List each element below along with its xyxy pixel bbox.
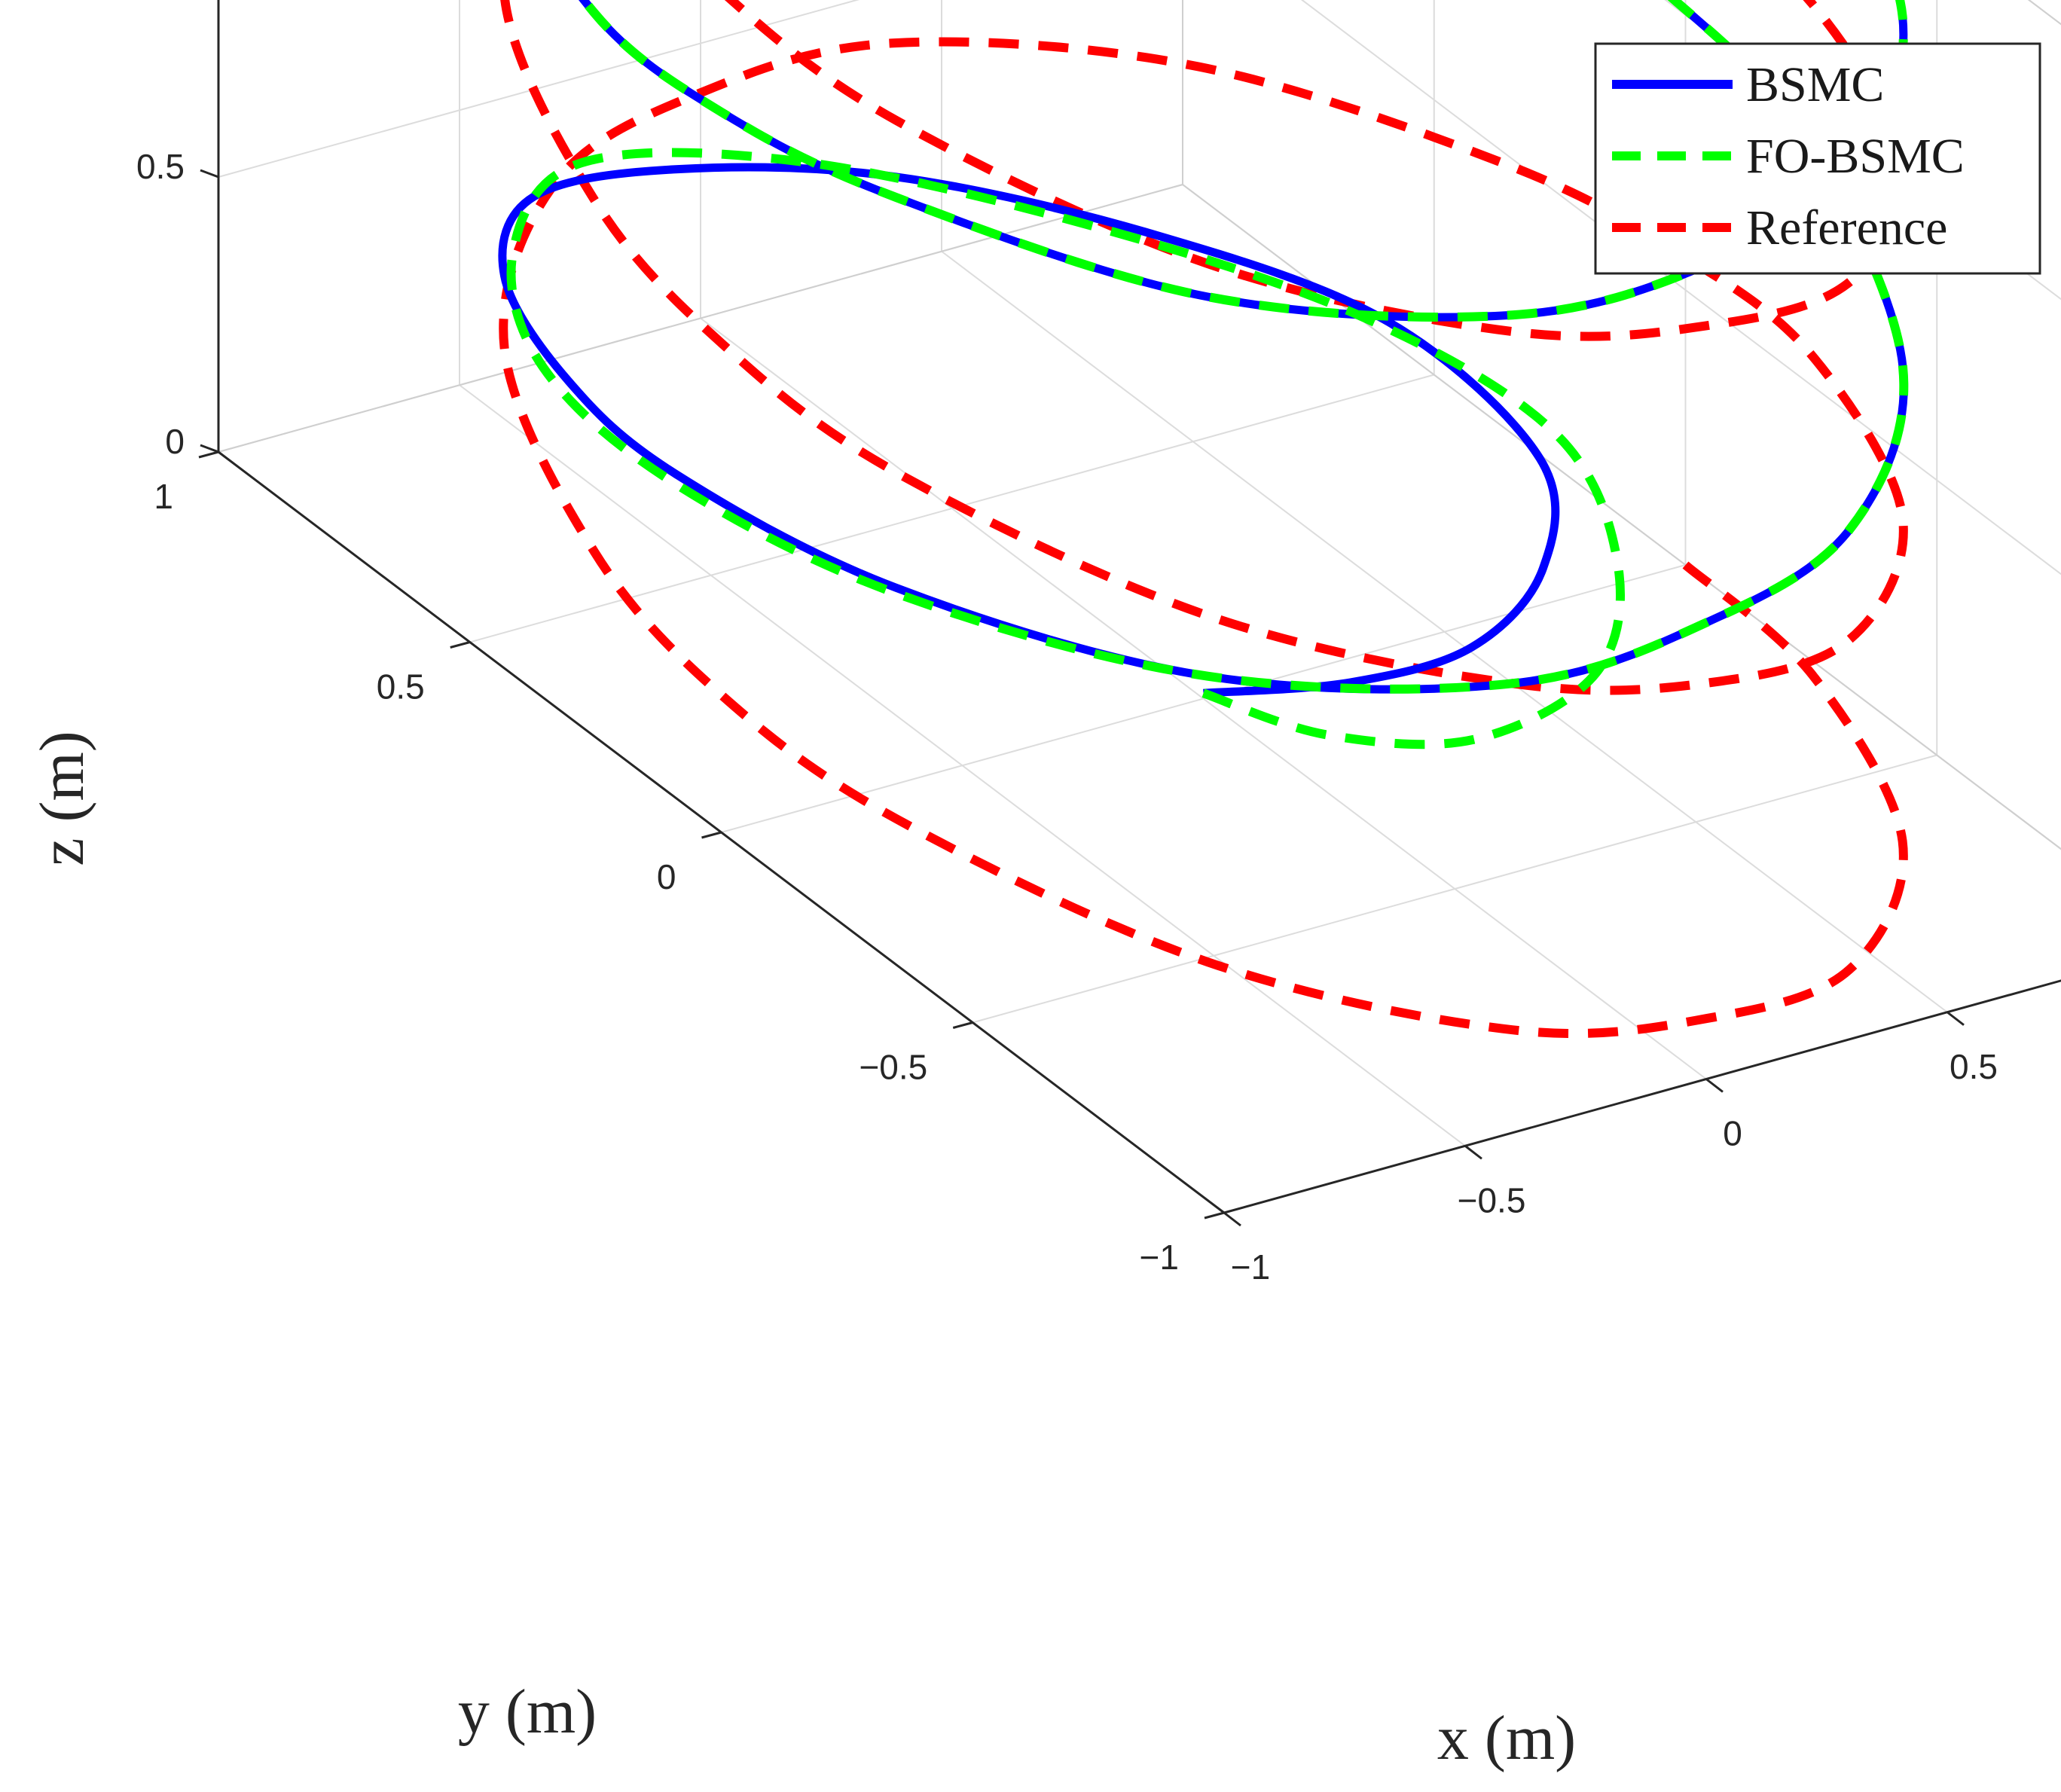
z-tick-mark — [200, 169, 219, 179]
y-tick-label: −0.5 — [859, 1048, 927, 1087]
y-tick-mark — [952, 1021, 973, 1029]
x-axis-title: x (m) — [1437, 1703, 1576, 1773]
x-tick-mark — [1464, 1145, 1482, 1160]
y-tick-label: 1 — [154, 477, 173, 516]
y-tick-mark — [701, 831, 722, 839]
series-line-reference — [499, 0, 1908, 1038]
z-tick-mark — [200, 444, 219, 453]
z-axis-title: z (m) — [27, 731, 97, 866]
axes — [198, 0, 2061, 1227]
legend: BSMC FO-BSMC Reference — [1594, 42, 2041, 275]
y-tick-mark — [198, 450, 219, 459]
x-tick-label: −1 — [1231, 1247, 1270, 1287]
y-axis-title: y (m) — [458, 1677, 597, 1747]
y-tick-label: 0 — [657, 857, 676, 896]
legend-label-bsmc: BSMC — [1746, 57, 1884, 112]
x-tick-label: −0.5 — [1458, 1180, 1526, 1220]
x-tick-mark — [1705, 1078, 1724, 1093]
z-tick-label: 0.5 — [136, 147, 185, 186]
grid-line-backwall-z — [218, 0, 860, 178]
y-tick-mark — [1204, 1211, 1225, 1220]
pane-edge — [218, 184, 1183, 453]
grid-line-floor-y — [721, 564, 1686, 833]
legend-label-reference: Reference — [1746, 200, 1947, 255]
grid-line-floor-y — [972, 754, 1937, 1024]
x-tick-mark — [1946, 1011, 1965, 1026]
y-tick-mark — [450, 641, 471, 649]
series-line-fo-bsmc — [506, 0, 1909, 749]
x-tick-label: 0.5 — [1950, 1047, 1998, 1086]
x-tick-mark — [1223, 1211, 1241, 1227]
z-tick-label: 0 — [165, 422, 185, 461]
x-tick-label: 0 — [1723, 1114, 1742, 1153]
grid-line-sidewall-z — [1300, 0, 2061, 575]
y-tick-label: 0.5 — [377, 667, 425, 707]
legend-label-fo-bsmc: FO-BSMC — [1746, 129, 1965, 184]
y-tick-label: −1 — [1140, 1238, 1179, 1277]
